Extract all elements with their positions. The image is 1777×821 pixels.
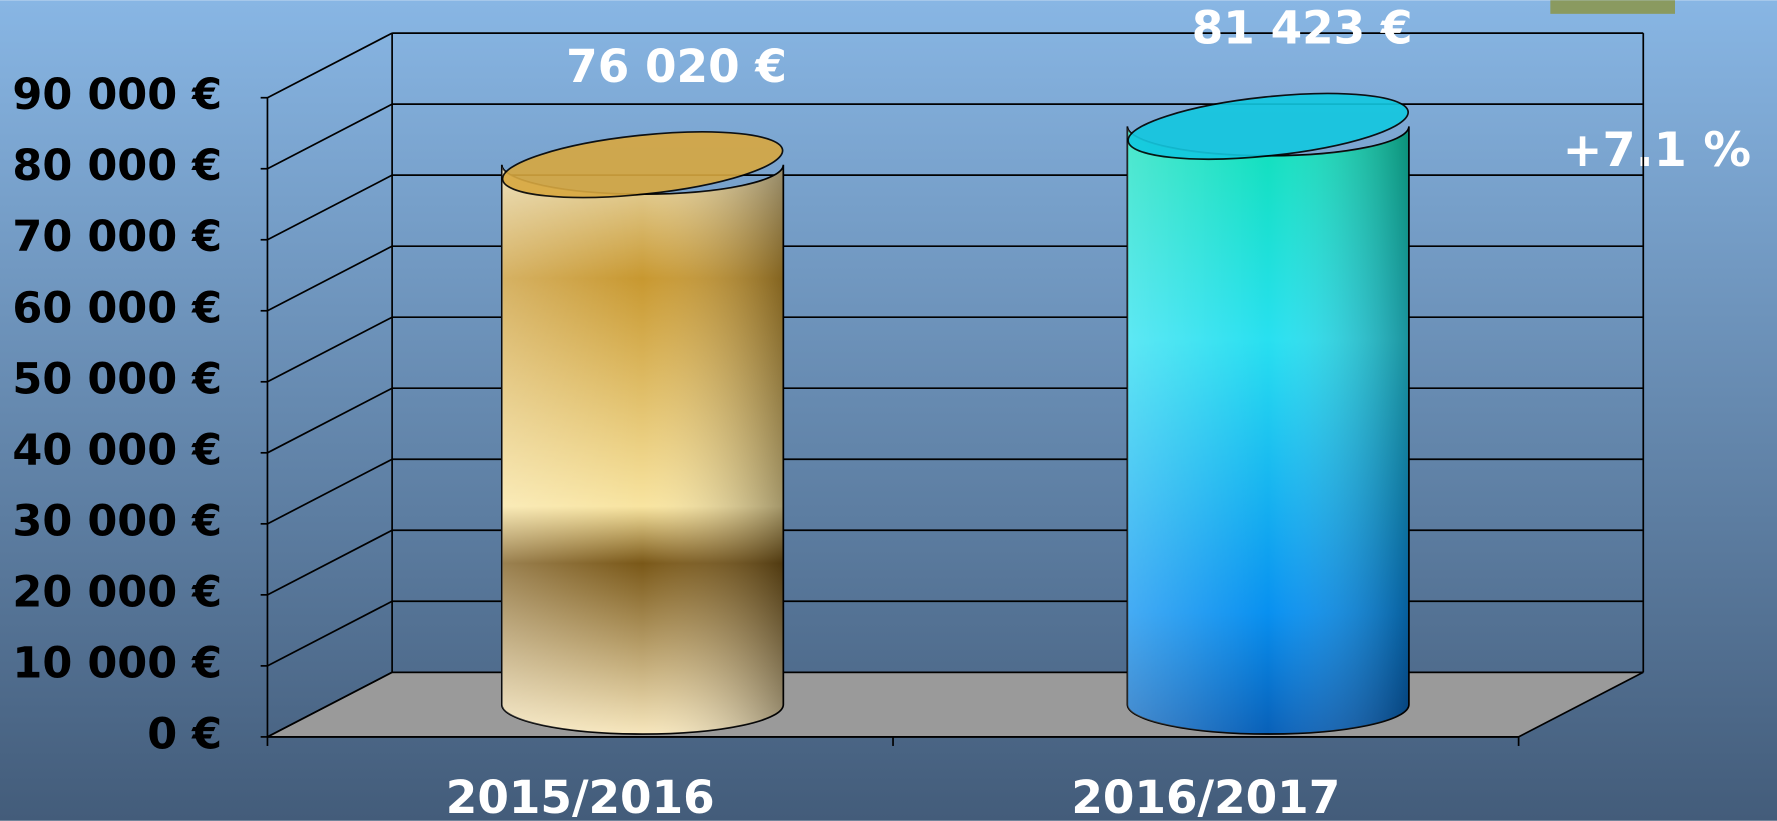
y-tick-label: 40 000 €: [12, 425, 222, 475]
y-tick-label: 60 000 €: [12, 283, 222, 333]
chart: +7.1 % 0 € 10 000 € 20 000 € 30 000 € 40 000…: [0, 0, 1777, 821]
y-tick-label: 0 €: [147, 709, 222, 759]
y-tick-label: 10 000 €: [12, 638, 222, 688]
thumbnail: [1550, 0, 1675, 14]
y-tick-label: 70 000 €: [12, 212, 222, 262]
page: {"chart_data": {"type": "bar", "categori…: [0, 0, 1777, 821]
value-label: 76 020 €: [566, 40, 787, 93]
y-tick-label: 20 000 €: [12, 567, 222, 617]
cylinder-shade: [502, 165, 784, 734]
x-tick-label: 2015/2016: [446, 771, 715, 821]
floor: [267, 672, 1643, 737]
value-label: 81 423 €: [1192, 2, 1413, 55]
annotation: +7.1 %: [1563, 123, 1751, 178]
x-tick-label: 2016/2017: [1071, 771, 1340, 821]
y-tick-label: 50 000 €: [12, 354, 222, 404]
cylinder-shade: [1127, 126, 1409, 734]
y-tick-label: 90 000 €: [12, 70, 222, 120]
y-tick-label: 80 000 €: [12, 141, 222, 191]
y-tick-label: 30 000 €: [12, 496, 222, 546]
